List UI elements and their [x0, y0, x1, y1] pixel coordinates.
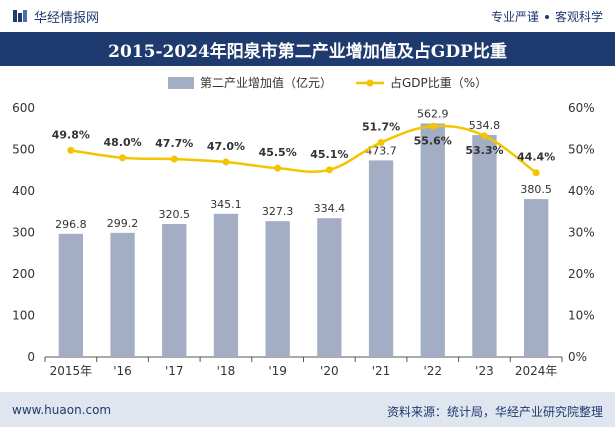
legend-line-label: 占GDP比重（%）: [390, 75, 487, 90]
bar: [265, 221, 290, 357]
y-left-tick-label: 100: [12, 309, 35, 323]
y-left-tick-label: 300: [12, 226, 35, 240]
chart-svg: 第二产业增加值（亿元） 占GDP比重（%） 0 100 200 300 400 500 600 0…: [12, 75, 595, 378]
x-tick-label: '19: [268, 364, 287, 378]
legend-line-marker: [366, 79, 374, 87]
line-point: [67, 146, 75, 154]
line-data-label: 45.5%: [259, 146, 297, 159]
line-point: [377, 138, 385, 146]
bar-data-label: 296.8: [55, 218, 87, 231]
brand: 华经情报网: [12, 7, 100, 26]
top-bar: 华经情报网 专业严谨 客观科学: [0, 0, 615, 32]
legend-bar-swatch: [168, 77, 194, 89]
bar: [420, 123, 445, 357]
separator-dot-icon: [544, 14, 549, 19]
brand-logo-icon: [13, 10, 27, 22]
legend-bar-label: 第二产业增加值（亿元）: [200, 75, 332, 90]
bar-data-label: 534.8: [469, 119, 501, 132]
slogan-right: 客观科学: [554, 10, 603, 24]
x-tick-label: '16: [113, 364, 132, 378]
y-right-tick-label: 20%: [568, 267, 595, 281]
y-right-tick-label: 0%: [568, 350, 587, 364]
bar-data-label: 345.1: [210, 198, 242, 211]
bar: [524, 199, 549, 357]
bar-data-label: 320.5: [159, 208, 191, 221]
line-data-label: 44.4%: [517, 151, 555, 164]
line-point: [222, 158, 230, 166]
chart-area: 第二产业增加值（亿元） 占GDP比重（%） 0 100 200 300 400 500 600 0…: [0, 66, 615, 392]
bar-data-label: 562.9: [417, 107, 449, 120]
bar-data-label: 334.4: [314, 202, 346, 215]
bar: [110, 232, 135, 357]
line-data-label: 53.3%: [465, 144, 503, 157]
y-left-tick-label: 200: [12, 267, 35, 281]
bar-data-label: 299.2: [107, 217, 139, 230]
line-point: [170, 155, 178, 163]
brand-name: 华经情报网: [34, 10, 100, 26]
line-data-label: 48.0%: [103, 136, 141, 149]
series-line: [70, 124, 537, 174]
y-right-tick-label: 10%: [568, 309, 595, 323]
line-point: [480, 132, 488, 140]
slogan: 专业严谨 客观科学: [491, 8, 603, 25]
x-tick-label: '21: [372, 364, 391, 378]
bar-data-label: 473.7: [365, 144, 397, 157]
x-tick-label: 2015年: [50, 364, 93, 378]
y-right-tick-label: 40%: [568, 184, 595, 198]
line-point: [429, 122, 437, 130]
x-tick-label: '20: [320, 364, 339, 378]
bar: [368, 160, 394, 357]
line-data-label: 55.6%: [414, 134, 452, 147]
line-data-label: 47.0%: [207, 140, 245, 153]
bar: [58, 233, 83, 357]
bar: [213, 213, 239, 357]
line-point: [325, 166, 333, 174]
bar-data-label: 380.5: [520, 183, 552, 196]
x-tick-label: '17: [165, 364, 184, 378]
y-right-tick-label: 50%: [568, 143, 595, 157]
chart-title: 2015-2024年阳泉市第二产业增加值及占GDP比重: [0, 32, 615, 66]
slogan-left: 专业严谨: [490, 10, 539, 24]
bar-data-label: 327.3: [262, 205, 294, 218]
x-tick-label: 2024年: [515, 364, 558, 378]
y-right-tick-label: 30%: [568, 226, 595, 240]
line-point: [119, 154, 127, 162]
y-left-tick-label: 500: [12, 143, 35, 157]
y-left-tick-label: 0: [27, 350, 35, 364]
line-data-label: 49.8%: [52, 128, 90, 141]
line-point: [274, 164, 282, 172]
bar: [317, 218, 342, 357]
bar: [162, 223, 187, 357]
footer-source: 资料来源：统计局，华经产业研究院整理: [386, 405, 603, 419]
y-left-tick-label: 600: [12, 101, 35, 115]
footer: www.huaon.com 资料来源：统计局，华经产业研究院整理: [0, 392, 615, 427]
y-left-tick-label: 400: [12, 184, 35, 198]
line-data-label: 51.7%: [362, 120, 400, 133]
footer-website[interactable]: www.huaon.com: [12, 403, 112, 417]
line-data-label: 45.1%: [310, 148, 348, 161]
line-point: [532, 169, 540, 177]
bar: [472, 135, 497, 357]
line-data-label: 47.7%: [155, 137, 193, 150]
x-tick-label: '23: [475, 364, 494, 378]
x-tick-label: '18: [217, 364, 236, 378]
y-right-tick-label: 60%: [568, 101, 595, 115]
x-tick-label: '22: [423, 364, 442, 378]
